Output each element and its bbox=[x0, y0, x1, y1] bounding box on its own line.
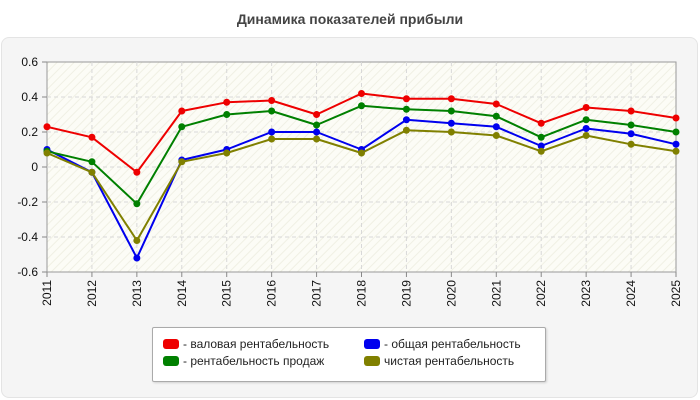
x-tick-label: 2017 bbox=[310, 280, 324, 307]
x-tick-label: 2022 bbox=[534, 280, 548, 307]
x-tick-label: 2024 bbox=[624, 280, 638, 307]
series-point-1 bbox=[672, 140, 680, 148]
series-point-2 bbox=[447, 107, 455, 115]
series-point-1 bbox=[313, 128, 321, 136]
series-point-1 bbox=[447, 119, 455, 127]
series-point-0 bbox=[537, 119, 545, 127]
series-point-3 bbox=[627, 140, 635, 148]
x-tick-label: 2018 bbox=[355, 280, 369, 307]
chart-title: Динамика показателей прибыли bbox=[236, 11, 464, 27]
series-point-0 bbox=[133, 168, 141, 176]
legend-swatch-gross bbox=[163, 339, 179, 349]
series-point-2 bbox=[672, 128, 680, 136]
series-point-2 bbox=[627, 121, 635, 129]
series-point-1 bbox=[133, 254, 141, 262]
y-tick-label: 0.2 bbox=[21, 125, 38, 139]
series-point-2 bbox=[88, 158, 96, 166]
x-tick-label: 2019 bbox=[399, 280, 413, 307]
series-point-3 bbox=[537, 147, 545, 155]
y-tick-label: 0.6 bbox=[21, 55, 38, 69]
series-point-2 bbox=[223, 111, 231, 118]
y-tick-label: 0 bbox=[31, 160, 38, 174]
series-point-2 bbox=[537, 133, 545, 141]
series-point-3 bbox=[447, 128, 455, 136]
legend-swatch-net bbox=[364, 356, 380, 366]
series-point-0 bbox=[43, 123, 51, 131]
series-point-2 bbox=[313, 121, 321, 129]
legend-swatch-overall bbox=[364, 339, 380, 349]
series-point-0 bbox=[223, 98, 231, 106]
series-point-2 bbox=[358, 102, 365, 110]
series-point-3 bbox=[582, 132, 590, 139]
legend-item-overall: - общая рентабельность bbox=[364, 336, 521, 352]
legend-item-sales: - рентабельность продаж bbox=[163, 353, 324, 369]
legend-label-overall: - общая рентабельность bbox=[384, 337, 521, 351]
series-point-0 bbox=[358, 90, 365, 97]
legend-label-sales: - рентабельность продаж bbox=[183, 354, 325, 368]
y-tick-label: -0.6 bbox=[17, 265, 38, 279]
x-tick-label: 2021 bbox=[489, 280, 503, 307]
x-tick-label: 2014 bbox=[175, 280, 189, 307]
x-tick-label: 2011 bbox=[40, 280, 54, 306]
series-point-0 bbox=[313, 111, 321, 118]
series-point-3 bbox=[178, 158, 186, 166]
series-point-0 bbox=[268, 97, 276, 104]
series-point-3 bbox=[313, 135, 321, 143]
x-tick-label: 2013 bbox=[130, 280, 144, 307]
legend-swatch-sales bbox=[163, 356, 179, 366]
series-point-3 bbox=[223, 149, 231, 157]
legend-label-net: чистая рентабельность bbox=[384, 354, 515, 368]
series-point-3 bbox=[402, 126, 410, 134]
series-point-1 bbox=[627, 130, 635, 138]
x-tick-label: 2020 bbox=[444, 280, 458, 307]
y-tick-label: -0.4 bbox=[17, 230, 38, 244]
series-point-1 bbox=[492, 123, 500, 131]
y-tick-label: 0.4 bbox=[21, 90, 38, 104]
series-point-2 bbox=[402, 105, 410, 113]
series-point-0 bbox=[88, 133, 96, 141]
x-tick-label: 2023 bbox=[579, 280, 593, 307]
x-tick-label: 2016 bbox=[265, 280, 279, 307]
series-point-2 bbox=[492, 112, 500, 120]
series-point-1 bbox=[582, 125, 590, 132]
series-point-0 bbox=[447, 95, 455, 103]
legend-label-gross: - валовая рентабельность bbox=[183, 337, 330, 351]
series-point-2 bbox=[178, 123, 186, 131]
series-point-0 bbox=[582, 104, 590, 111]
series-point-3 bbox=[133, 237, 141, 244]
series-point-0 bbox=[178, 107, 186, 115]
legend-item-net: чистая рентабельность bbox=[364, 353, 514, 369]
series-layer bbox=[43, 90, 680, 262]
series-point-3 bbox=[43, 149, 51, 157]
y-tick-label: -0.2 bbox=[17, 195, 38, 209]
x-tick-label: 2025 bbox=[669, 280, 683, 307]
series-point-1 bbox=[268, 128, 276, 136]
legend: - валовая рентабельность - общая рентабе… bbox=[152, 327, 546, 382]
series-point-0 bbox=[672, 114, 680, 122]
series-point-3 bbox=[492, 132, 500, 139]
series-point-2 bbox=[582, 116, 590, 124]
series-point-2 bbox=[133, 200, 141, 208]
x-tick-label: 2015 bbox=[220, 280, 234, 307]
series-point-1 bbox=[402, 116, 410, 124]
legend-item-gross: - валовая рентабельность bbox=[163, 336, 329, 352]
series-point-3 bbox=[358, 149, 365, 157]
series-point-2 bbox=[268, 107, 276, 115]
series-point-3 bbox=[88, 168, 96, 176]
series-point-0 bbox=[492, 100, 500, 108]
series-point-3 bbox=[672, 147, 680, 155]
x-tick-label: 2012 bbox=[85, 280, 99, 307]
series-point-0 bbox=[627, 107, 635, 115]
series-point-0 bbox=[402, 95, 410, 103]
series-point-3 bbox=[268, 135, 276, 143]
series-point-1 bbox=[537, 142, 545, 150]
